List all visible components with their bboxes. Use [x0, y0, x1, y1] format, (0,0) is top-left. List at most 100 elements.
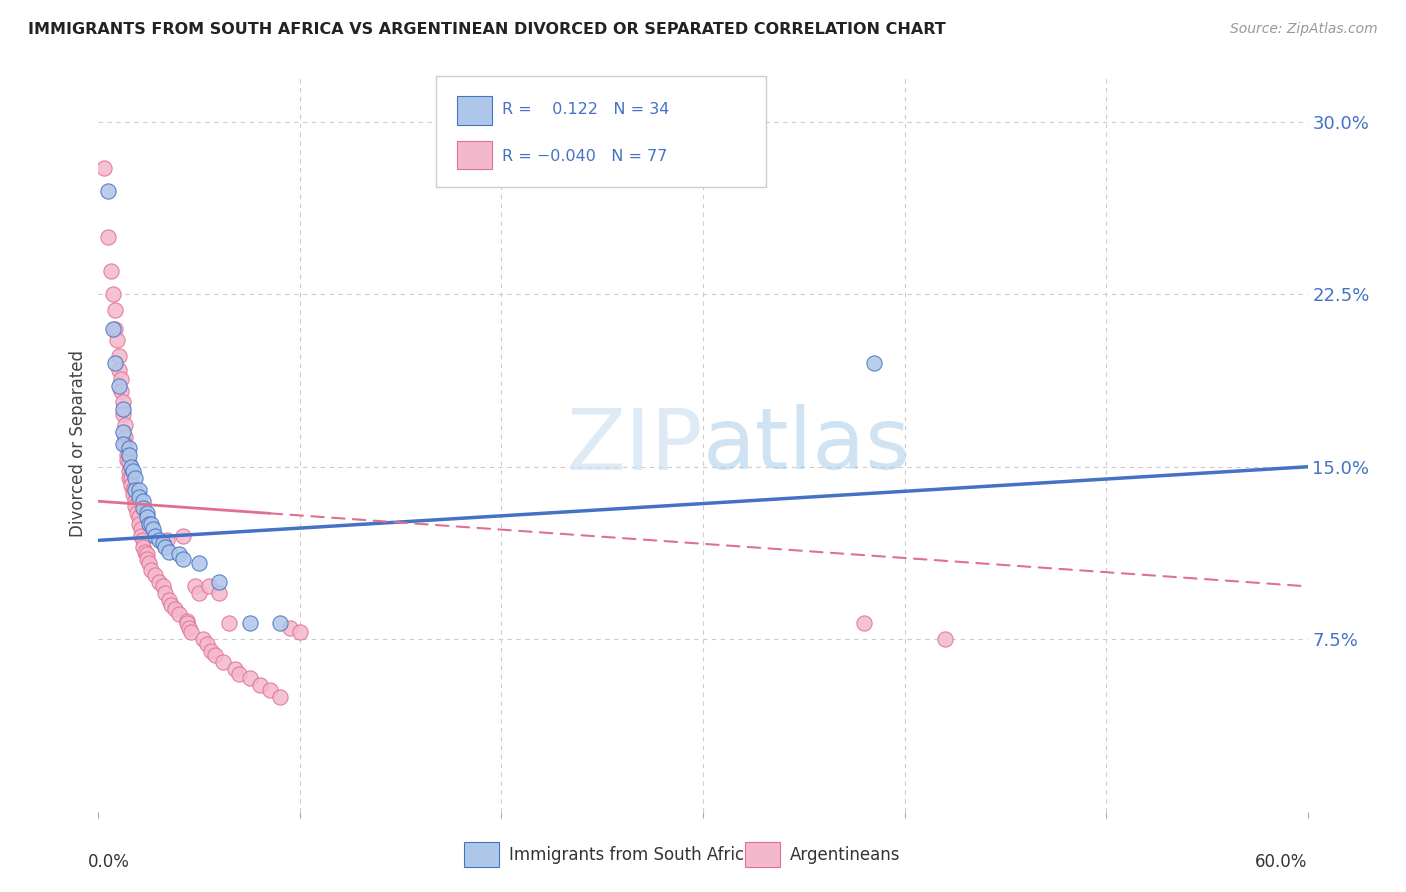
- Point: [139, 517, 162, 532]
- Point: [152, 535, 174, 549]
- Point: [115, 448, 138, 462]
- Point: [180, 625, 202, 640]
- Point: [121, 487, 143, 501]
- Point: [176, 616, 198, 631]
- Point: [853, 616, 876, 631]
- Point: [114, 430, 136, 444]
- Point: [278, 621, 301, 635]
- Point: [188, 557, 211, 571]
- Point: [239, 671, 262, 685]
- Point: [138, 557, 160, 571]
- Point: [120, 471, 142, 485]
- Point: [124, 494, 146, 508]
- Point: [118, 471, 141, 485]
- Point: [129, 529, 152, 543]
- Point: [934, 632, 956, 647]
- Point: [128, 490, 150, 504]
- Point: [111, 402, 134, 417]
- Point: [157, 593, 180, 607]
- Point: [176, 614, 198, 628]
- Point: [172, 551, 194, 566]
- Point: [134, 545, 156, 559]
- Text: Immigrants from South Africa: Immigrants from South Africa: [509, 846, 754, 863]
- Point: [103, 322, 125, 336]
- Text: R =    0.122   N = 34: R = 0.122 N = 34: [502, 103, 669, 117]
- Point: [114, 436, 136, 450]
- Point: [172, 529, 194, 543]
- Point: [249, 678, 271, 692]
- Point: [156, 533, 179, 548]
- Point: [97, 184, 120, 198]
- Point: [124, 483, 146, 497]
- Point: [124, 499, 146, 513]
- Point: [120, 478, 142, 492]
- Point: [208, 574, 231, 589]
- Point: [101, 287, 124, 301]
- Point: [188, 586, 211, 600]
- Point: [139, 563, 162, 577]
- Point: [143, 567, 166, 582]
- Point: [239, 616, 262, 631]
- Point: [135, 510, 157, 524]
- Point: [107, 350, 129, 364]
- Point: [863, 356, 886, 370]
- Point: [152, 579, 174, 593]
- Point: [153, 586, 176, 600]
- Point: [118, 455, 141, 469]
- Text: R = −0.040   N = 77: R = −0.040 N = 77: [502, 149, 668, 163]
- Point: [105, 333, 128, 347]
- Point: [101, 322, 124, 336]
- Point: [121, 483, 143, 497]
- Point: [195, 637, 218, 651]
- Point: [208, 586, 231, 600]
- Point: [138, 517, 160, 532]
- Point: [107, 363, 129, 377]
- Point: [132, 494, 155, 508]
- Point: [160, 598, 183, 612]
- Point: [259, 682, 281, 697]
- Point: [110, 384, 132, 398]
- Point: [288, 625, 311, 640]
- Point: [124, 471, 146, 485]
- Point: [103, 356, 125, 370]
- Point: [143, 529, 166, 543]
- Point: [132, 501, 155, 516]
- Point: [135, 547, 157, 561]
- Point: [135, 506, 157, 520]
- Text: 0.0%: 0.0%: [89, 853, 131, 871]
- Point: [125, 506, 148, 520]
- Point: [118, 442, 141, 456]
- Point: [200, 644, 222, 658]
- Text: IMMIGRANTS FROM SOUTH AFRICA VS ARGENTINEAN DIVORCED OR SEPARATED CORRELATION CH: IMMIGRANTS FROM SOUTH AFRICA VS ARGENTIN…: [28, 22, 946, 37]
- Point: [142, 522, 165, 536]
- Text: ZIP: ZIP: [567, 404, 703, 488]
- Point: [128, 483, 150, 497]
- Point: [111, 407, 134, 421]
- Text: Source: ZipAtlas.com: Source: ZipAtlas.com: [1230, 22, 1378, 37]
- Point: [111, 436, 134, 450]
- Point: [224, 662, 246, 676]
- Point: [121, 464, 143, 478]
- Point: [120, 459, 142, 474]
- Y-axis label: Divorced or Separated: Divorced or Separated: [69, 351, 87, 537]
- Text: atlas: atlas: [703, 404, 911, 488]
- Point: [163, 602, 186, 616]
- Point: [132, 533, 155, 548]
- Point: [128, 510, 150, 524]
- Point: [107, 379, 129, 393]
- Point: [118, 464, 141, 478]
- Point: [148, 574, 170, 589]
- Point: [135, 551, 157, 566]
- Point: [153, 541, 176, 555]
- Point: [97, 229, 120, 244]
- Point: [111, 425, 134, 440]
- Point: [218, 616, 240, 631]
- Point: [269, 616, 291, 631]
- Text: 60.0%: 60.0%: [1256, 853, 1308, 871]
- Point: [110, 372, 132, 386]
- Point: [103, 303, 125, 318]
- Point: [184, 579, 207, 593]
- Point: [132, 541, 155, 555]
- Point: [157, 545, 180, 559]
- Point: [129, 522, 152, 536]
